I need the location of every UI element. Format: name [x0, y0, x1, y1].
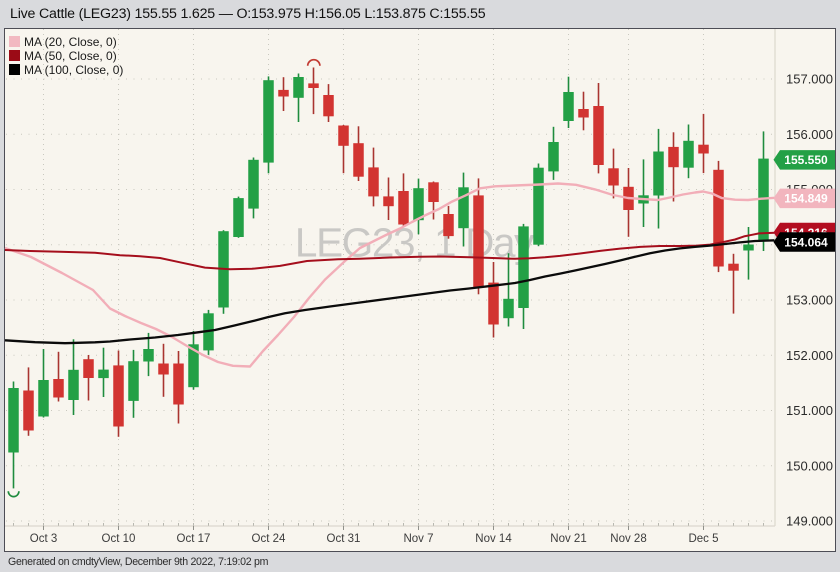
svg-text:153.000: 153.000	[786, 293, 833, 308]
svg-text:154.849: 154.849	[784, 192, 828, 206]
svg-text:157.000: 157.000	[786, 72, 833, 87]
svg-text:155.550: 155.550	[784, 153, 828, 167]
svg-text:151.000: 151.000	[786, 403, 833, 418]
svg-text:154.064: 154.064	[784, 235, 828, 249]
svg-text:150.000: 150.000	[786, 458, 833, 473]
svg-text:152.000: 152.000	[786, 348, 833, 363]
svg-text:149.000: 149.000	[786, 514, 833, 529]
svg-text:156.000: 156.000	[786, 127, 833, 142]
